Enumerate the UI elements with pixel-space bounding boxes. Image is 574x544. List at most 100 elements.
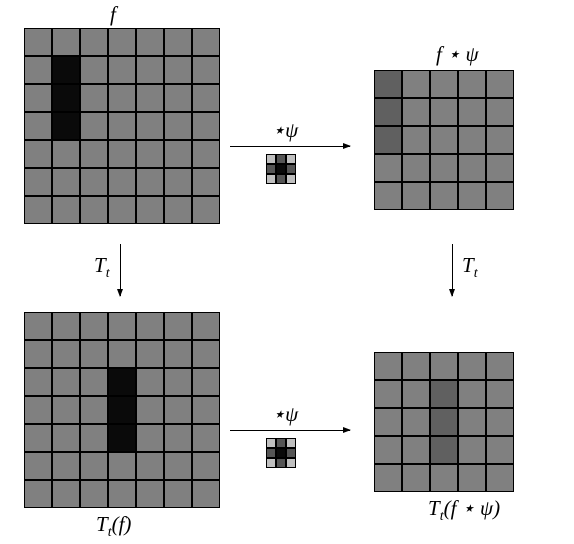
kernel-cell (286, 164, 296, 174)
grid-cell (458, 436, 486, 464)
grid-bot-right (374, 352, 514, 492)
grid-cell (402, 436, 430, 464)
grid-cell (24, 424, 52, 452)
grid-cell (192, 196, 220, 224)
grid-cell (374, 380, 402, 408)
grid-cell (430, 70, 458, 98)
grid-cell (430, 182, 458, 210)
kernel-cell (266, 154, 276, 164)
grid-cell (52, 480, 80, 508)
grid-cell (80, 56, 108, 84)
kernel-cell (286, 448, 296, 458)
grid-cell (80, 424, 108, 452)
grid-cell (164, 112, 192, 140)
grid-cell (108, 112, 136, 140)
grid-cell (80, 196, 108, 224)
grid-cell (80, 368, 108, 396)
kernel-bot (266, 438, 296, 468)
grid-cell (374, 352, 402, 380)
grid-cell (52, 452, 80, 480)
grid-cell (430, 154, 458, 182)
grid-cell (136, 84, 164, 112)
grid-cell (374, 182, 402, 210)
label-tt-f-psi: Tt(f ⋆ ψ) (428, 496, 500, 525)
label-tt-right: Tt (462, 253, 478, 282)
grid-cell (458, 154, 486, 182)
kernel-cell (266, 164, 276, 174)
arrow-conv-bot (230, 430, 350, 431)
grid-cell (486, 154, 514, 182)
grid-cell (108, 56, 136, 84)
grid-cell (108, 140, 136, 168)
grid-cell (24, 340, 52, 368)
grid-cell (80, 168, 108, 196)
grid-cell (136, 312, 164, 340)
grid-cell (24, 368, 52, 396)
arrow-trans-left (120, 244, 121, 296)
grid-cell (80, 112, 108, 140)
grid-cell (458, 126, 486, 154)
grid-cell (24, 28, 52, 56)
grid-cell (52, 396, 80, 424)
grid-cell (192, 140, 220, 168)
grid-cell (52, 168, 80, 196)
grid-cell (374, 126, 402, 154)
grid-cell (458, 98, 486, 126)
grid-cell (80, 396, 108, 424)
grid-cell (486, 380, 514, 408)
grid-cell (374, 154, 402, 182)
grid-cell (108, 368, 136, 396)
grid-cell (164, 56, 192, 84)
grid-cell (136, 480, 164, 508)
grid-cell (108, 480, 136, 508)
label-star-psi-top: ⋆ψ (272, 118, 298, 143)
grid-cell (80, 340, 108, 368)
grid-cell (24, 140, 52, 168)
kernel-cell (276, 458, 286, 468)
grid-cell (402, 464, 430, 492)
grid-cell (164, 452, 192, 480)
grid-cell (374, 408, 402, 436)
grid-cell (164, 480, 192, 508)
grid-cell (458, 380, 486, 408)
grid-cell (164, 396, 192, 424)
grid-cell (164, 340, 192, 368)
grid-cell (486, 182, 514, 210)
grid-cell (402, 126, 430, 154)
label-star-psi-bot: ⋆ψ (272, 402, 298, 427)
grid-cell (52, 340, 80, 368)
grid-cell (136, 112, 164, 140)
grid-cell (164, 312, 192, 340)
grid-cell (24, 452, 52, 480)
grid-cell (192, 168, 220, 196)
grid-cell (486, 436, 514, 464)
kernel-cell (276, 438, 286, 448)
grid-cell (402, 70, 430, 98)
kernel-cell (276, 154, 286, 164)
grid-cell (192, 84, 220, 112)
grid-cell (52, 368, 80, 396)
grid-cell (136, 196, 164, 224)
grid-cell (192, 396, 220, 424)
kernel-cell (286, 438, 296, 448)
grid-cell (52, 84, 80, 112)
grid-cell (136, 168, 164, 196)
grid-cell (52, 424, 80, 452)
grid-cell (458, 70, 486, 98)
grid-cell (108, 168, 136, 196)
grid-cell (24, 480, 52, 508)
grid-top-left (24, 28, 220, 224)
grid-cell (192, 112, 220, 140)
grid-cell (430, 352, 458, 380)
grid-cell (108, 312, 136, 340)
grid-cell (52, 28, 80, 56)
grid-cell (24, 112, 52, 140)
grid-cell (192, 340, 220, 368)
grid-cell (52, 196, 80, 224)
grid-cell (402, 154, 430, 182)
grid-cell (402, 98, 430, 126)
grid-cell (136, 28, 164, 56)
grid-cell (164, 84, 192, 112)
grid-cell (136, 396, 164, 424)
grid-cell (374, 70, 402, 98)
